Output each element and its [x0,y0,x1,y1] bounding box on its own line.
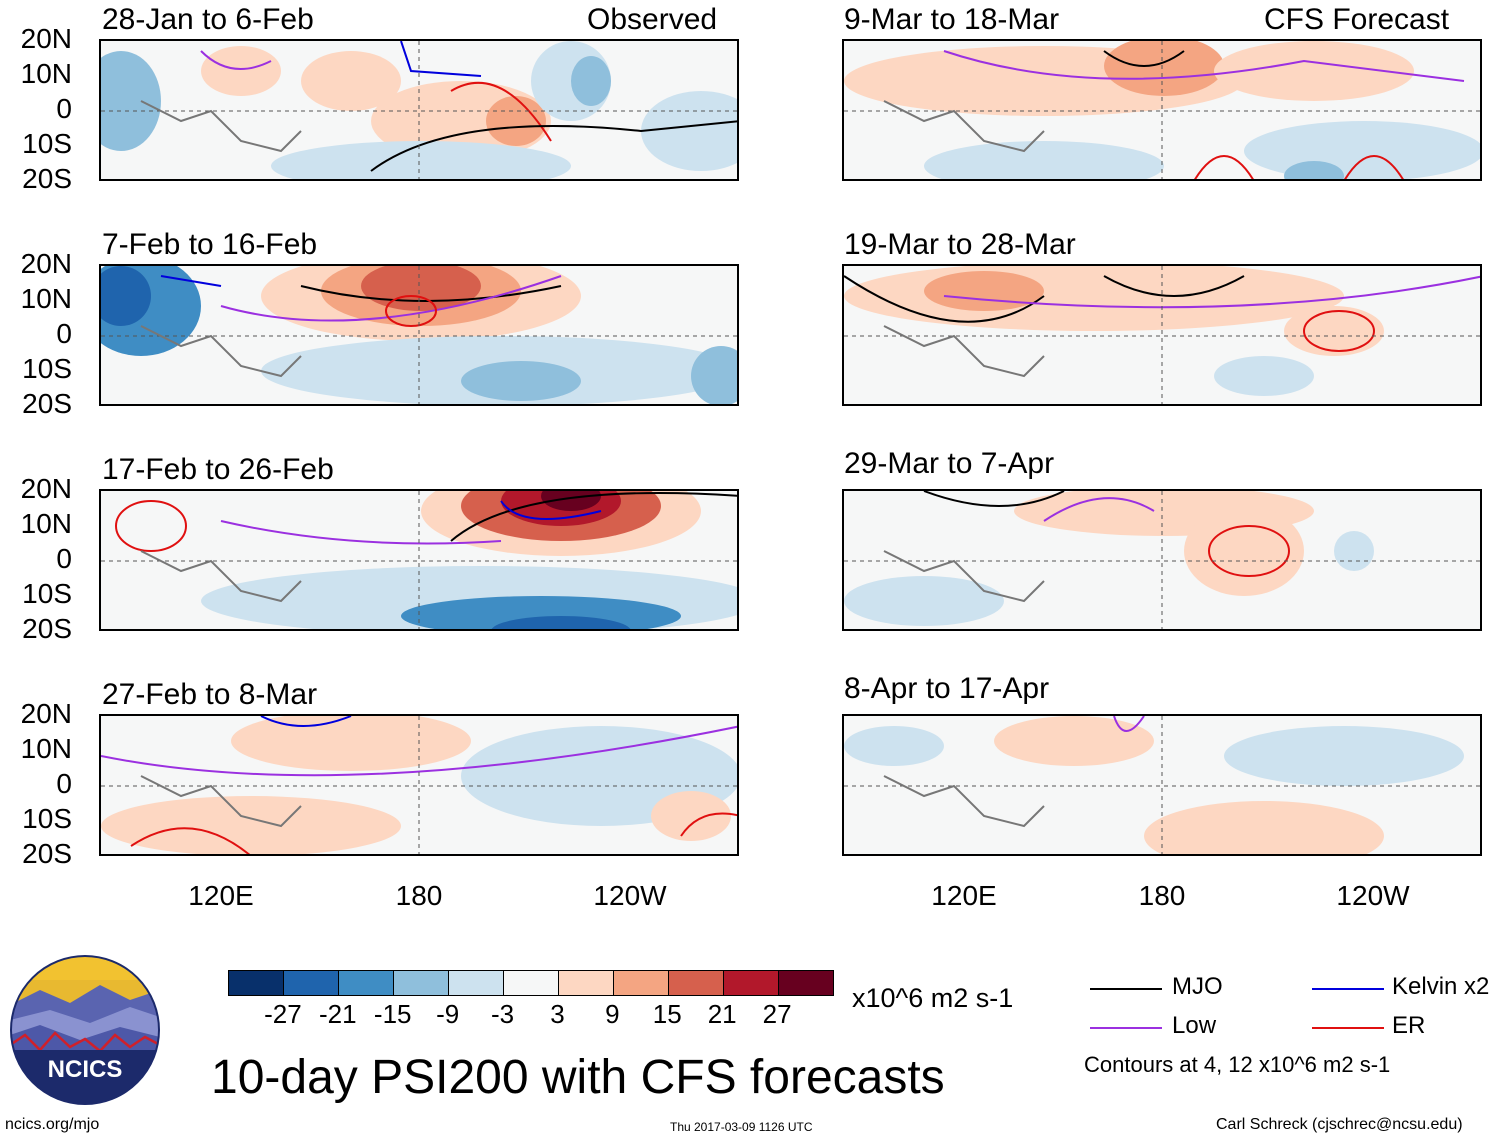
map-panel-1 [99,39,739,181]
legend-mjo-line [1090,988,1162,990]
colorbar-tick-label: 3 [550,999,565,1029]
legend-er-label: ER [1392,1012,1426,1039]
lat-label: 20S [22,163,72,194]
lat-label: 0 [56,93,72,124]
lon-label-120w-right: 120W [1336,880,1410,911]
panel-tag-observed: Observed [587,3,718,36]
colorbar-swatch [504,971,559,995]
panel-title-3: 17-Feb to 26-Feb [102,453,334,486]
lon-label-120e-left: 120E [188,880,254,911]
colorbar [228,970,834,996]
ncics-logo: NCICS [10,955,160,1105]
map-panel-5 [842,39,1482,181]
lat-label: 20N [20,248,72,279]
map-panel-7 [842,489,1482,631]
lat-label: 0 [56,543,72,574]
colorbar-swatch [394,971,449,995]
legend-contours-note: Contours at 4, 12 x10^6 m2 s-1 [1084,1052,1391,1077]
lat-label: 10S [22,803,72,834]
colorbar-units: x10^6 m2 s-1 [852,983,1014,1013]
colorbar-tick-label: -9 [436,999,460,1029]
footer-timestamp: Thu 2017-03-09 1126 UTC [670,1120,813,1134]
lon-label-120w-left: 120W [593,880,667,911]
lon-label-120e-right: 120E [931,880,997,911]
lat-label: 0 [56,318,72,349]
lat-label: 10N [20,58,72,89]
panel-title-6: 19-Mar to 28-Mar [844,228,1076,261]
lat-label: 20S [22,388,72,419]
panel-tag-forecast: CFS Forecast [1264,3,1450,36]
map-panel-6 [842,264,1482,406]
colorbar-tick-label: -27 [264,999,302,1029]
lat-label: 20N [20,23,72,54]
logo-text: NCICS [48,1056,123,1083]
legend-er-line [1312,1027,1384,1029]
colorbar-swatch [284,971,339,995]
colorbar-swatch [614,971,669,995]
panel-title-2: 7-Feb to 16-Feb [102,228,318,261]
colorbar-swatch [449,971,504,995]
lat-label: 10S [22,353,72,384]
legend-low-line [1090,1027,1162,1029]
lat-label: 10S [22,128,72,159]
colorbar-tick-label: -15 [373,999,412,1029]
footer-author: Carl Schreck (cjschrec@ncsu.edu) [1216,1116,1463,1133]
lat-label: 10S [22,578,72,609]
legend-low-label: Low [1172,1012,1217,1039]
colorbar-tick-label: -3 [490,999,515,1029]
panel-title-5: 9-Mar to 18-Mar [844,3,1060,36]
lat-label: 0 [56,768,72,799]
footer-url[interactable]: ncics.org/mjo [5,1116,100,1133]
legend-kelvin-line [1312,988,1384,990]
colorbar-swatch [229,971,284,995]
lat-label: 10N [20,508,72,539]
colorbar-swatch [779,971,833,995]
lat-label: 10N [20,733,72,764]
lat-label: 20S [22,613,72,644]
colorbar-tick-label: -21 [319,999,357,1029]
colorbar-swatch [339,971,394,995]
panel-title-1: 28-Jan to 6-Feb [102,3,314,36]
main-title: 10-day PSI200 with CFS forecasts [211,1051,945,1104]
colorbar-swatch [724,971,779,995]
colorbar-swatch [559,971,614,995]
map-panel-8 [842,714,1482,856]
panel-title-8: 8-Apr to 17-Apr [844,672,1050,705]
lon-label-180-right: 180 [1138,880,1186,911]
colorbar-tick-label: 15 [652,999,682,1029]
lat-label: 20N [20,473,72,504]
colorbar-tick-label: 9 [605,999,620,1029]
panel-title-4: 27-Feb to 8-Mar [102,678,318,711]
map-panel-4 [99,714,739,856]
panel-title-7: 29-Mar to 7-Apr [844,447,1055,480]
lat-label: 10N [20,283,72,314]
map-panel-2 [99,264,739,406]
colorbar-swatch [669,971,724,995]
colorbar-tick-label: 27 [762,999,792,1029]
colorbar-tick-label: 21 [707,999,737,1029]
legend-kelvin-label: Kelvin x2 [1392,973,1490,1000]
lon-label-180-left: 180 [395,880,443,911]
lat-label: 20S [22,838,72,869]
map-panel-3 [99,489,739,631]
legend-mjo-label: MJO [1172,973,1223,1000]
lat-label: 20N [20,698,72,729]
